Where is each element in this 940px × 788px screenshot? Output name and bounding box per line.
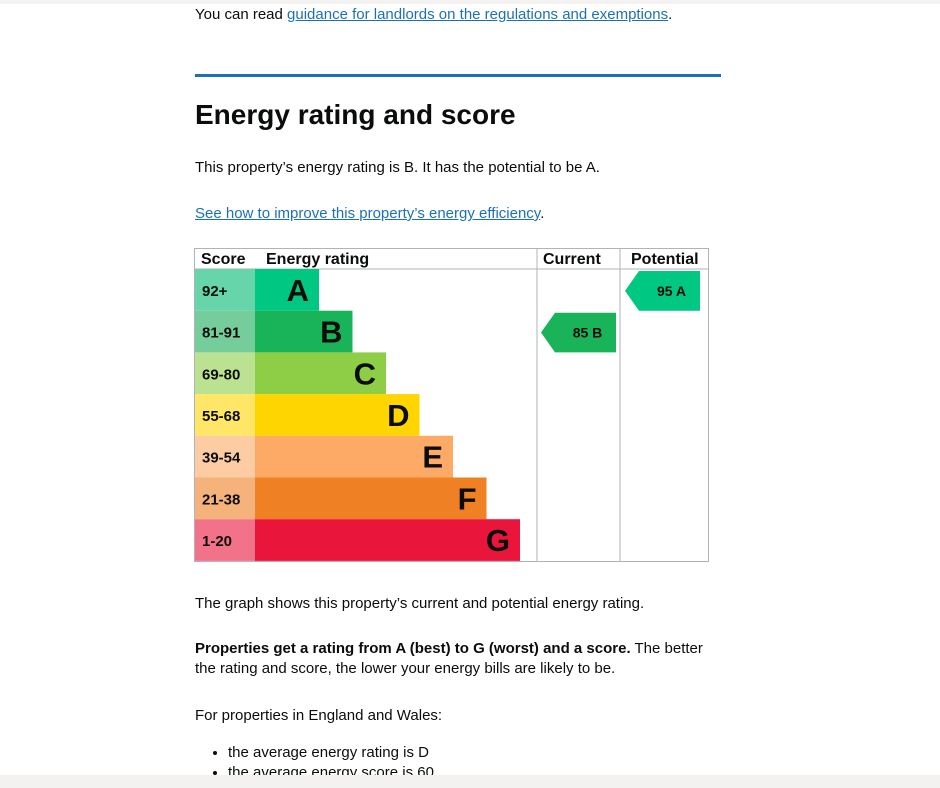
rating-letter-g: G [486,523,510,558]
current-marker-label: 85 B [573,325,603,341]
rating-explanation: Properties get a rating from A (best) to… [195,639,715,679]
rating-letter-a: A [287,273,309,308]
score-label-g: 1-20 [202,533,232,550]
top-edge [0,0,940,4]
section-divider [195,74,721,77]
list-item: the average energy rating is D [228,743,434,763]
energy-rating-chart: Score Energy rating Current Potential 92+ A 8… [194,248,709,562]
intro-suffix: . [668,6,673,23]
score-cell-g [195,519,256,561]
potential-column-header: Potential [631,251,699,268]
score-label-b: 81-91 [202,325,240,342]
rating-bar-g [255,519,520,561]
improve-efficiency-link[interactable]: See how to improve this property’s energ… [195,205,541,222]
score-cell-a [195,269,256,311]
potential-marker [625,271,700,311]
potential-marker-label: 95 A [657,283,686,299]
score-cell-c [195,352,256,395]
rating-letter-d: D [387,398,409,433]
score-label-f: 21-38 [202,491,240,508]
intro-prefix: You can read [195,6,288,23]
rating-letter-f: F [458,481,477,516]
score-label-c: 69-80 [202,366,240,383]
score-cell-d [195,394,256,436]
rating-bar-b [255,310,353,353]
score-label-e: 39-54 [202,450,241,467]
current-column-header: Current [543,251,601,268]
rating-summary: This property’s energy rating is B. It h… [195,159,600,176]
rating-letter-c: C [354,356,376,391]
improve-suffix: . [540,205,545,222]
score-label-a: 92+ [202,283,228,300]
score-column-header: Score [201,251,246,268]
chart-frame [194,248,709,562]
improve-text: See how to improve this property’s energ… [195,204,544,224]
current-marker [541,312,616,353]
score-label-d: 55-68 [202,408,240,425]
rating-explanation-bold: Properties get a rating from A (best) to… [195,640,631,657]
section-heading: Energy rating and score [195,99,516,130]
rating-bar-e [255,435,453,478]
graph-description: The graph shows this property’s current … [195,595,645,612]
score-cell-f [195,477,256,520]
rating-bar-d [255,394,420,436]
rating-explanation-rest: The better the rating and score, the low… [195,640,703,677]
rating-letter-b: B [320,315,342,350]
rating-bar-f [255,477,487,520]
rating-column-header: Energy rating [266,251,369,268]
rating-bar-c [255,352,386,395]
rating-bar-a [255,269,319,311]
score-cell-e [195,435,256,478]
score-cell-b [195,310,256,353]
bottom-edge [0,775,940,788]
country-text: For properties in England and Wales: [195,707,443,724]
chart-markers: 85 B 95 A [541,271,700,353]
landlord-guidance-link[interactable]: guidance for landlords on the regulation… [287,6,669,23]
intro-text: You can read guidance for landlords on t… [195,5,735,25]
rating-letter-e: E [422,440,443,475]
chart-bands: 92+ A 81-91 B 69-80 C 55-68 D 39-54 E 21-38 F 1-20 G [195,269,520,561]
chart-headers: Score Energy rating Current Potential [201,251,699,268]
